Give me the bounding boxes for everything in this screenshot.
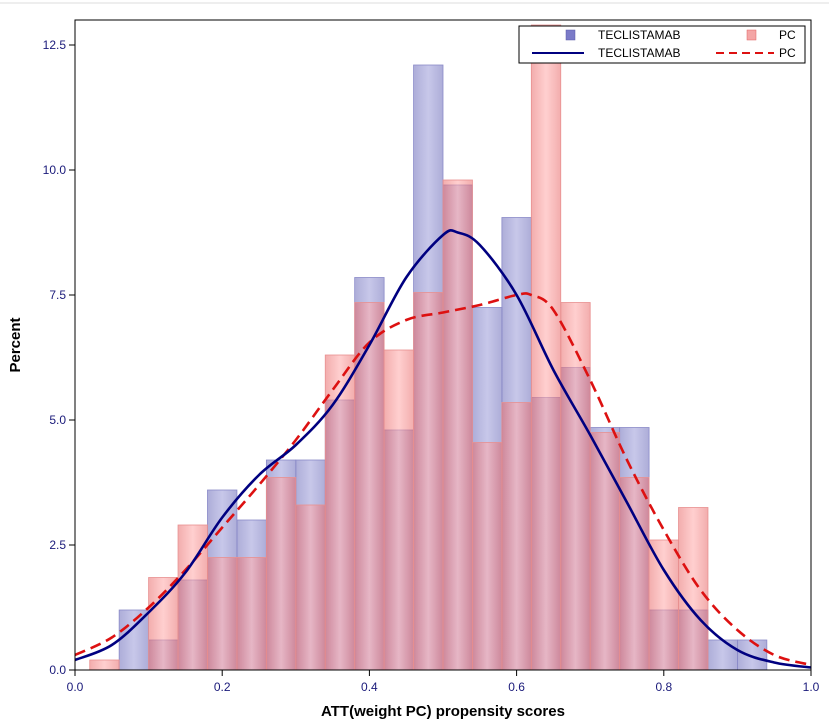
x-tick-label: 0.8 [655, 680, 672, 694]
teclistamab-density-curve [74, 229, 812, 669]
pc-bar [501, 402, 532, 671]
pc-bar [265, 477, 297, 671]
y-tick-label: 12.5 [43, 38, 67, 52]
pc-bar [648, 539, 679, 671]
y-tick-label: 2.5 [49, 538, 66, 552]
pc-bar [324, 354, 356, 671]
teclistamab-bar [737, 639, 768, 671]
y-axis-title: Percent [7, 317, 24, 372]
legend-swatch-pc-bar [746, 29, 757, 41]
pc-bar [619, 477, 650, 671]
density-curves [74, 229, 812, 669]
legend: TECLISTAMAB PC TECLISTAMAB PC [518, 25, 806, 64]
pc-bar [207, 557, 238, 671]
pc-bar [560, 302, 591, 671]
legend-label-pc-bar: PC [779, 28, 796, 42]
pc-bar [472, 442, 503, 671]
pc-bar [442, 179, 473, 671]
y-tick-label: 0.0 [49, 663, 66, 677]
x-tick-label: 0.6 [508, 680, 525, 694]
y-axis-ticks: 0.0 2.5 5.0 7.5 10.0 12.5 [43, 38, 75, 677]
x-tick-label: 0.4 [361, 680, 378, 694]
teclistamab-bar [707, 639, 738, 671]
pc-bar [589, 432, 621, 671]
pc-bar [89, 659, 120, 671]
pc-bar [383, 349, 414, 671]
x-tick-label: 0.0 [67, 680, 84, 694]
pc-bar [530, 24, 562, 671]
x-tick-label: 0.2 [214, 680, 231, 694]
plot-frame [74, 19, 812, 671]
pc-bar [236, 557, 267, 671]
pc-bar [354, 302, 385, 671]
y-tick-label: 5.0 [49, 413, 66, 427]
pc-bars [89, 24, 709, 671]
pc-bar [413, 292, 444, 671]
legend-label-teclistamab-line: TECLISTAMAB [598, 46, 680, 60]
y-tick-label: 10.0 [43, 163, 67, 177]
x-axis-title: ATT(weight PC) propensity scores [321, 703, 565, 720]
legend-swatch-teclistamab-bar [565, 29, 576, 41]
pc-bar [678, 507, 709, 671]
pc-bar [295, 504, 326, 671]
pc-bar [148, 577, 179, 671]
y-tick-label: 7.5 [49, 288, 66, 302]
x-tick-label: 1.0 [803, 680, 820, 694]
pc-density-curve [74, 292, 812, 667]
legend-label-teclistamab-bar: TECLISTAMAB [598, 28, 680, 42]
x-axis-ticks: 0.0 0.2 0.4 0.6 0.8 1.0 [67, 670, 820, 694]
legend-label-pc-line: PC [779, 46, 796, 60]
